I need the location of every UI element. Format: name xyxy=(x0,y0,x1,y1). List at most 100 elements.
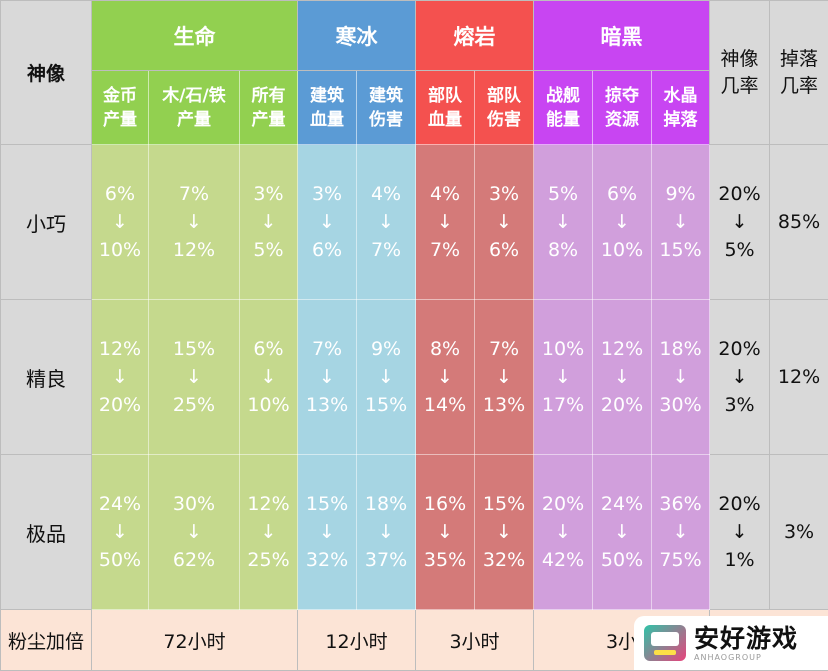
stat-range-cell: 7%↓13% xyxy=(298,300,357,455)
column-header-line2: 产量 xyxy=(149,108,239,132)
stat-to: 15% xyxy=(357,391,415,419)
stat-to: 25% xyxy=(240,546,297,574)
stat-from: 24% xyxy=(92,490,148,518)
stat-from: 6% xyxy=(593,180,651,208)
stat-range-cell: 15%↓25% xyxy=(149,300,240,455)
stat-to: 75% xyxy=(652,546,709,574)
column-header: 所有产量 xyxy=(240,71,298,145)
stat-to: 15% xyxy=(652,236,709,264)
rate-header-line1: 掉落 xyxy=(770,46,828,73)
column-header-line2: 产量 xyxy=(92,108,148,132)
stat-range-cell: 6%↓10% xyxy=(92,145,149,300)
column-header-line1: 所有 xyxy=(240,84,297,108)
stat-to: 6% xyxy=(298,236,356,264)
column-header-line2: 产量 xyxy=(240,108,297,132)
statue-rate-from: 20% xyxy=(710,335,769,363)
column-header-line1: 金币 xyxy=(92,84,148,108)
down-arrow-icon: ↓ xyxy=(534,518,592,546)
column-header-row: 金币产量木/石/铁产量所有产量建筑血量建筑伤害部队血量部队伤害战舰能量掠夺资源水… xyxy=(1,71,828,145)
group-header: 生命 xyxy=(92,1,298,71)
down-arrow-icon: ↓ xyxy=(593,518,651,546)
column-header-line2: 能量 xyxy=(534,108,592,132)
stat-from: 16% xyxy=(416,490,474,518)
column-header-line1: 建筑 xyxy=(298,84,356,108)
down-arrow-icon: ↓ xyxy=(710,518,769,546)
stat-to: 7% xyxy=(357,236,415,264)
stat-from: 12% xyxy=(593,335,651,363)
down-arrow-icon: ↓ xyxy=(298,208,356,236)
stat-range-cell: 18%↓30% xyxy=(652,300,710,455)
stat-to: 62% xyxy=(149,546,239,574)
statue-rate-cell: 20%↓5% xyxy=(710,145,770,300)
down-arrow-icon: ↓ xyxy=(593,363,651,391)
rate-header-line2: 几率 xyxy=(770,73,828,100)
down-arrow-icon: ↓ xyxy=(475,363,533,391)
down-arrow-icon: ↓ xyxy=(240,363,297,391)
statue-rate-cell: 20%↓1% xyxy=(710,455,770,610)
stat-range-cell: 30%↓62% xyxy=(149,455,240,610)
down-arrow-icon: ↓ xyxy=(710,208,769,236)
stat-range-cell: 12%↓20% xyxy=(593,300,652,455)
down-arrow-icon: ↓ xyxy=(475,208,533,236)
stat-range-cell: 3%↓6% xyxy=(475,145,534,300)
statue-rate-from: 20% xyxy=(710,490,769,518)
stat-from: 24% xyxy=(593,490,651,518)
stat-from: 3% xyxy=(240,180,297,208)
stat-from: 10% xyxy=(534,335,592,363)
stat-from: 9% xyxy=(652,180,709,208)
column-header-line1: 部队 xyxy=(416,84,474,108)
drop-rate-cell: 85% xyxy=(770,145,828,300)
column-header-line1: 建筑 xyxy=(357,84,415,108)
down-arrow-icon: ↓ xyxy=(416,518,474,546)
stat-to: 25% xyxy=(149,391,239,419)
stat-from: 6% xyxy=(92,180,148,208)
watermark-name: 安好游戏 xyxy=(694,625,798,653)
stat-range-cell: 15%↓32% xyxy=(298,455,357,610)
down-arrow-icon: ↓ xyxy=(149,208,239,236)
down-arrow-icon: ↓ xyxy=(92,363,148,391)
down-arrow-icon: ↓ xyxy=(149,518,239,546)
stat-from: 4% xyxy=(357,180,415,208)
stat-to: 10% xyxy=(240,391,297,419)
column-header-line2: 血量 xyxy=(416,108,474,132)
dust-label: 粉尘加倍 xyxy=(1,610,92,671)
rate-header: 神像几率 xyxy=(710,1,770,145)
stat-to: 13% xyxy=(298,391,356,419)
column-header: 建筑伤害 xyxy=(357,71,416,145)
stat-to: 32% xyxy=(298,546,356,574)
stat-range-cell: 12%↓20% xyxy=(92,300,149,455)
stat-to: 8% xyxy=(534,236,592,264)
group-header: 熔岩 xyxy=(416,1,534,71)
stat-from: 36% xyxy=(652,490,709,518)
stat-to: 30% xyxy=(652,391,709,419)
stat-to: 12% xyxy=(149,236,239,264)
stat-from: 18% xyxy=(357,490,415,518)
watermark-sub: ANHAOGROUP xyxy=(694,653,798,662)
stat-from: 12% xyxy=(92,335,148,363)
statue-rate-cell: 20%↓3% xyxy=(710,300,770,455)
stat-to: 6% xyxy=(475,236,533,264)
stat-from: 4% xyxy=(416,180,474,208)
stat-from: 7% xyxy=(149,180,239,208)
stat-range-cell: 9%↓15% xyxy=(357,300,416,455)
stat-to: 20% xyxy=(92,391,148,419)
stat-range-cell: 24%↓50% xyxy=(92,455,149,610)
stat-to: 5% xyxy=(240,236,297,264)
stat-range-cell: 10%↓17% xyxy=(534,300,593,455)
rate-header: 掉落几率 xyxy=(770,1,828,145)
stat-range-cell: 4%↓7% xyxy=(357,145,416,300)
column-header: 部队伤害 xyxy=(475,71,534,145)
stat-range-cell: 12%↓25% xyxy=(240,455,298,610)
stat-range-cell: 36%↓75% xyxy=(652,455,710,610)
stat-from: 5% xyxy=(534,180,592,208)
stat-to: 10% xyxy=(92,236,148,264)
down-arrow-icon: ↓ xyxy=(240,518,297,546)
stat-from: 30% xyxy=(149,490,239,518)
group-header: 寒冰 xyxy=(298,1,416,71)
stat-to: 10% xyxy=(593,236,651,264)
column-header: 战舰能量 xyxy=(534,71,593,145)
